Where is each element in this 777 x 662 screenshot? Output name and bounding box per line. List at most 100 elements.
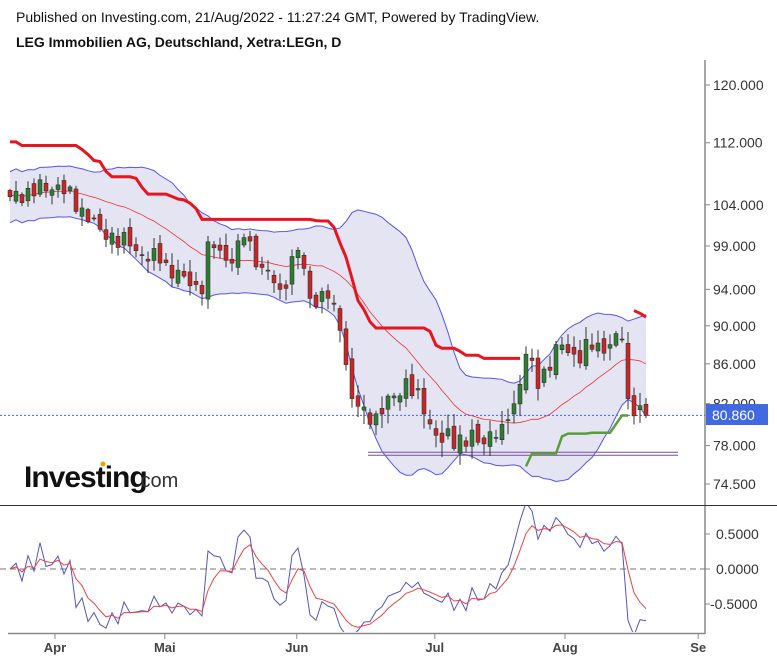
candle-body (295, 250, 301, 258)
candle (313, 292, 319, 310)
candle-body (523, 353, 529, 391)
candle (463, 436, 469, 453)
candle (643, 398, 649, 419)
y-tick-label: 112.000 (713, 135, 763, 151)
candle (205, 235, 211, 309)
candle (517, 374, 523, 417)
candle (151, 237, 157, 271)
candle (613, 330, 619, 348)
candle-body (415, 388, 421, 391)
candle-body (217, 244, 223, 251)
candle-body (535, 357, 541, 389)
supertrend-down-line (633, 309, 647, 319)
candle (535, 349, 541, 401)
candle (31, 178, 37, 204)
candle-body (463, 440, 469, 447)
candle (475, 419, 481, 446)
candle-body (625, 343, 631, 399)
candle-body (97, 214, 103, 230)
candle-body (79, 207, 85, 217)
y-tick-label: 99.000 (713, 238, 756, 254)
y-tick-label: 86.000 (713, 356, 756, 372)
candle (37, 174, 43, 198)
candle-body (457, 434, 463, 454)
candle (625, 331, 631, 410)
candle (337, 305, 343, 343)
candle-body (145, 258, 151, 262)
candle (283, 280, 289, 301)
candle-body (613, 333, 619, 346)
candle (115, 228, 121, 256)
candle-body (223, 244, 229, 261)
candle (385, 393, 391, 424)
candle (451, 413, 457, 451)
candle-body (289, 256, 295, 285)
candle-body (553, 344, 559, 376)
candle-body (379, 408, 385, 415)
candle (583, 326, 589, 370)
candle (445, 414, 451, 440)
logo-text: Investing (24, 461, 147, 494)
candle-body (13, 190, 19, 202)
candle-body (355, 395, 361, 407)
candle (295, 247, 301, 270)
candle-body (337, 308, 343, 331)
candle-body (103, 229, 109, 240)
candle-body (643, 404, 649, 416)
osc-tick-label: 0.0000 (716, 561, 759, 577)
candle (67, 185, 73, 194)
candle-body (7, 190, 13, 198)
candle (595, 330, 601, 358)
candle (391, 392, 397, 407)
candle (637, 392, 643, 423)
candle-body (505, 419, 511, 421)
candle (589, 333, 595, 353)
candle (361, 394, 367, 425)
candle-body (115, 235, 121, 248)
candle (73, 185, 79, 214)
candle-body (367, 412, 373, 425)
candle (175, 259, 181, 288)
candle (433, 420, 439, 448)
candle-body (85, 209, 91, 222)
candle (217, 237, 223, 259)
candle (157, 235, 163, 272)
candle (199, 280, 205, 306)
candle-body (133, 244, 139, 251)
y-tick-label: 120.000 (713, 77, 764, 93)
supertrend-up-line (524, 414, 628, 467)
candle (343, 321, 349, 371)
candle-body (595, 342, 601, 352)
x-tick-label: Mai (154, 640, 176, 655)
candle-body (385, 395, 391, 410)
candle-body (253, 235, 259, 268)
published-note: Published on Investing.com, 21/Aug/2022 … (16, 9, 540, 25)
candle-body (541, 368, 547, 383)
candle-body (241, 237, 247, 246)
candle (271, 270, 277, 293)
candle-body (247, 236, 253, 242)
candle-body (439, 432, 445, 443)
candle-body (283, 284, 289, 289)
candle-body (373, 413, 379, 426)
candle (97, 208, 103, 232)
bollinger-band-fill (10, 166, 646, 482)
candle (379, 396, 385, 428)
candle (133, 237, 139, 258)
candle (139, 246, 145, 265)
candle (523, 346, 529, 394)
price-pane (0, 140, 705, 483)
last-price-label: 80.860 (712, 407, 755, 423)
candle (7, 188, 13, 202)
x-tick-label: Aug (552, 640, 577, 655)
y-tick-label: 104.000 (713, 197, 764, 213)
signal-line (9, 524, 647, 628)
candle (511, 390, 517, 424)
candle (415, 379, 421, 400)
candle-body (109, 232, 115, 245)
candle (241, 233, 247, 248)
candle (259, 256, 265, 275)
candle (109, 227, 115, 254)
candle (43, 175, 49, 198)
